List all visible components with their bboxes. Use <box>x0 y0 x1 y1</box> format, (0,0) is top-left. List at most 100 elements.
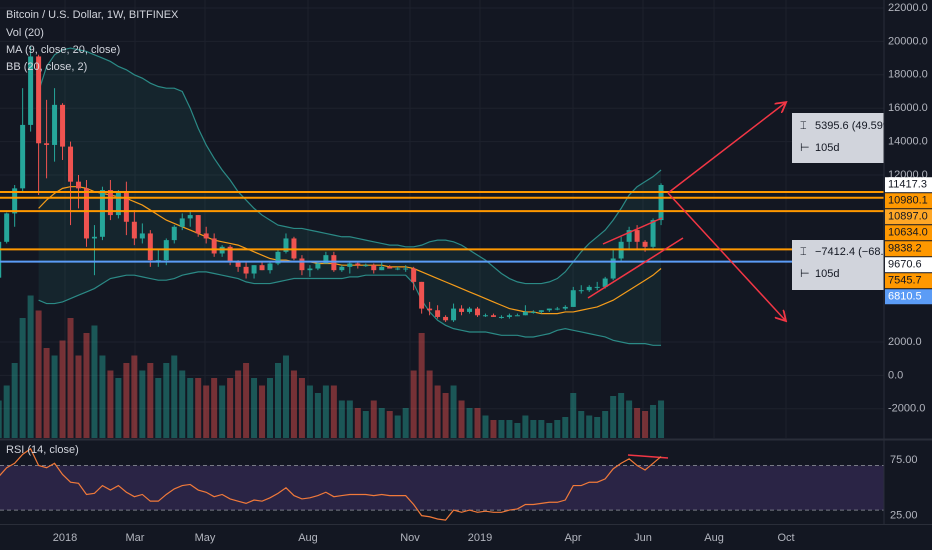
candle-body <box>171 226 177 241</box>
volume-bar <box>322 385 329 438</box>
volume-bar <box>219 385 226 438</box>
measure-text: −7412.4 (−68.2 <box>815 246 890 258</box>
drawings <box>587 103 785 459</box>
level-label: 6810.5 <box>888 291 922 303</box>
volume-bar <box>650 405 657 438</box>
rsi-tick-label: 75.00 <box>890 454 918 466</box>
volume-bar <box>642 411 649 438</box>
volume-bar <box>43 348 50 438</box>
candle-body <box>554 308 560 310</box>
candle-body <box>435 310 441 317</box>
candle-body <box>283 238 289 252</box>
arrow-up <box>667 103 785 194</box>
volume-bar <box>362 411 369 438</box>
volume-bar <box>3 385 10 438</box>
candle-body <box>243 266 249 274</box>
volume-bar <box>314 393 321 438</box>
candle-body <box>36 56 42 144</box>
candle-body <box>139 233 145 239</box>
candle-body <box>443 316 449 321</box>
measure-duration: 105d <box>815 268 839 280</box>
candle-body <box>339 266 345 271</box>
candle-body <box>379 266 385 271</box>
volume-bar <box>386 411 393 438</box>
candle-body <box>610 258 616 279</box>
volume-bar <box>19 318 26 438</box>
candle-body <box>482 315 488 317</box>
measure-icon: ⊢ <box>800 142 810 154</box>
volume-bar <box>522 415 529 438</box>
volume-bar <box>195 378 202 438</box>
x-tick-label: Aug <box>704 532 724 544</box>
level-label: 10634.0 <box>888 227 928 239</box>
level-tag <box>885 273 932 289</box>
volume-bar <box>51 355 58 438</box>
volume-bar <box>418 333 425 438</box>
candle-body <box>28 56 34 125</box>
candle-body <box>315 263 321 269</box>
volume-bar <box>370 400 377 438</box>
volume-bar <box>426 370 433 438</box>
x-tick-label: Mar <box>126 532 145 544</box>
trend-line <box>602 217 663 245</box>
volume-bar <box>338 400 345 438</box>
candle-body <box>363 265 369 267</box>
candle-body <box>75 181 81 189</box>
volume-bar <box>163 363 170 438</box>
trend-line <box>587 237 684 299</box>
volume-bar <box>115 378 122 438</box>
x-tick-label: Oct <box>777 532 794 544</box>
level-tag <box>885 193 932 209</box>
volume-bar <box>538 420 545 438</box>
candle-body <box>570 290 576 307</box>
volume-bar <box>514 423 521 438</box>
x-tick-label: May <box>195 532 216 544</box>
candle-body <box>275 251 281 264</box>
chart-title: Bitcoin / U.S. Dollar, 1W, BITFINEX <box>6 9 179 21</box>
volume-bar <box>394 415 401 438</box>
candle-body <box>538 310 544 312</box>
volume-bar <box>634 408 641 438</box>
level-tag <box>885 209 932 225</box>
level-label: 11417.3 <box>888 179 927 191</box>
candle-body <box>227 246 233 262</box>
measure-duration: 105d <box>815 142 839 154</box>
level-label: 7545.7 <box>888 275 922 287</box>
rsi-pane <box>0 447 884 521</box>
candle-body <box>546 308 552 311</box>
volume-bar <box>402 408 409 438</box>
x-tick-label: Nov <box>400 532 420 544</box>
volume-bar <box>354 408 361 438</box>
candle-body <box>427 308 433 311</box>
volume-bar <box>594 417 601 438</box>
volume-bar <box>99 355 106 438</box>
volume-bar <box>570 393 577 438</box>
volume-bar <box>482 415 489 438</box>
volume-bar <box>626 400 633 438</box>
candle-body <box>0 241 2 278</box>
volume-bar <box>554 420 561 438</box>
candle-body <box>634 230 640 242</box>
candle-body <box>259 265 265 271</box>
indicator-label: MA (9, close, 20, close) <box>6 44 120 56</box>
y-tick-label: 18000.0 <box>888 69 928 81</box>
y-tick-label: 2000.0 <box>888 336 922 348</box>
candle-body <box>578 290 584 292</box>
x-tick-label: Aug <box>298 532 318 544</box>
bb-lower <box>38 271 662 346</box>
candle-body <box>387 266 393 269</box>
candle-body <box>451 308 457 321</box>
candle-body <box>44 143 50 145</box>
volume-bar <box>91 325 98 438</box>
candle-body <box>467 308 473 312</box>
volume-bar <box>83 333 90 438</box>
rsi-line <box>0 447 662 521</box>
volume-bar <box>59 340 66 438</box>
candle-body <box>211 238 217 254</box>
volume-bar <box>378 408 385 438</box>
volume-bar <box>298 378 305 438</box>
candle-body <box>251 265 257 274</box>
measure-icon: ⌶ <box>800 120 807 132</box>
volume-bar <box>27 295 34 438</box>
